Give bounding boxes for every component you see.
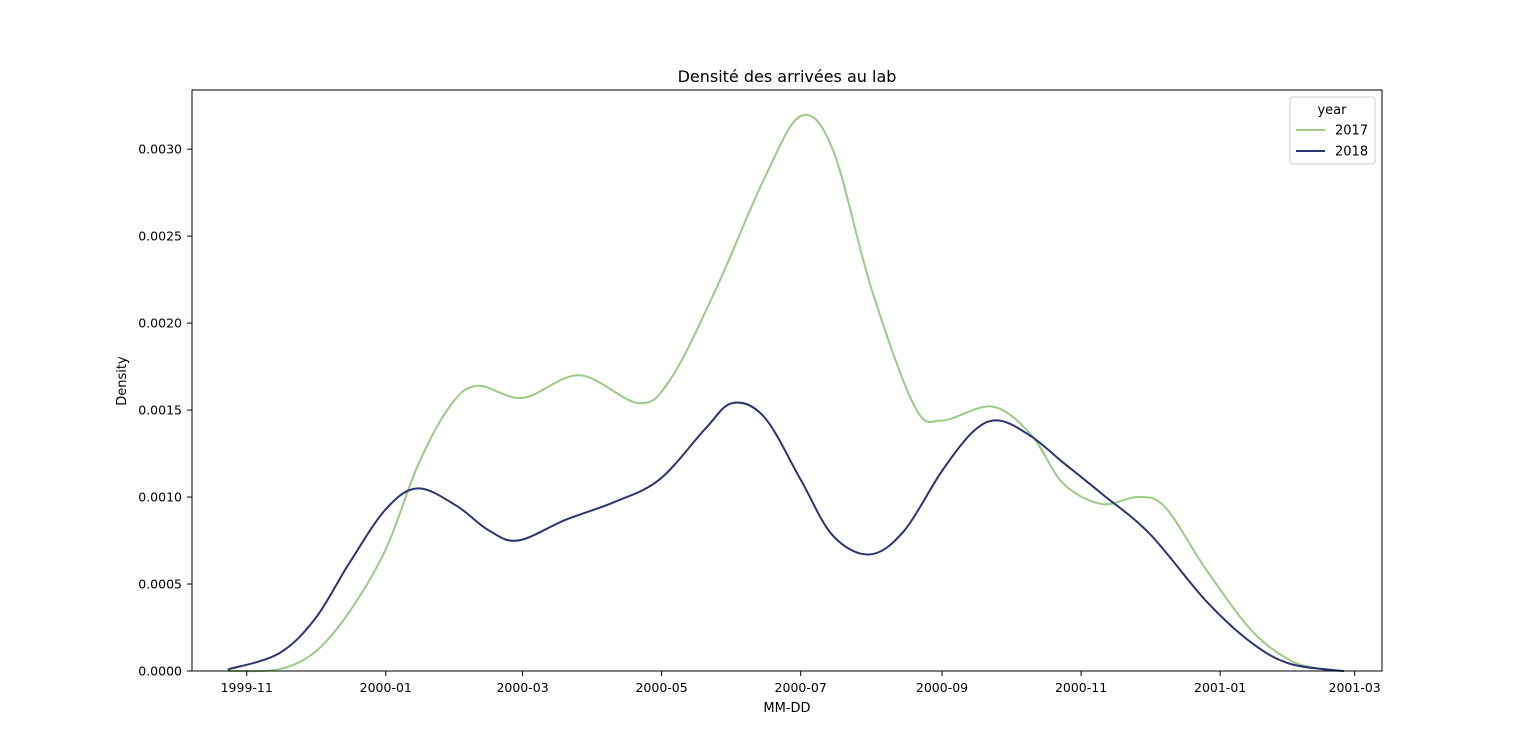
x-tick-label: 2000-09 (916, 680, 968, 695)
x-axis-title: MM-DD (763, 701, 810, 716)
x-tick-label: 2001-03 (1329, 680, 1381, 695)
y-tick-label: 0.0010 (138, 490, 182, 505)
chart-title: Densité des arrivées au lab (678, 67, 897, 86)
legend-label-2017: 2017 (1335, 124, 1368, 139)
legend-label-2018: 2018 (1335, 145, 1368, 160)
legend-title: year (1317, 103, 1347, 118)
y-axis: 0.0000 0.0005 0.0010 0.0015 0.0020 0.0025 0.00… (138, 142, 192, 679)
series-lines (227, 113, 1345, 673)
x-tick-label: 2000-05 (635, 680, 687, 695)
y-tick-label: 0.0020 (138, 316, 182, 331)
legend: year 2017 2018 (1289, 96, 1376, 165)
legend-box (1289, 96, 1376, 165)
y-tick-label: 0.0005 (138, 577, 182, 592)
y-tick-label: 0.0015 (138, 403, 182, 418)
series-line-2018 (227, 401, 1345, 672)
y-axis-title: Density (115, 356, 130, 406)
x-tick-label: 2000-03 (496, 680, 548, 695)
x-axis: 1999-11 2000-01 2000-03 2000-05 2000-07 2000-… (221, 671, 1381, 695)
y-tick-label: 0.0025 (138, 229, 182, 244)
x-tick-label: 2000-11 (1055, 680, 1107, 695)
x-tick-label: 2001-01 (1194, 680, 1246, 695)
y-tick-label: 0.0030 (138, 142, 182, 157)
y-tick-label: 0.0000 (138, 664, 182, 679)
x-tick-label: 2000-07 (775, 680, 827, 695)
plot-frame (191, 89, 1383, 672)
x-tick-label: 2000-01 (360, 680, 412, 695)
series-line-2017 (227, 113, 1345, 673)
x-tick-label: 1999-11 (221, 680, 273, 695)
